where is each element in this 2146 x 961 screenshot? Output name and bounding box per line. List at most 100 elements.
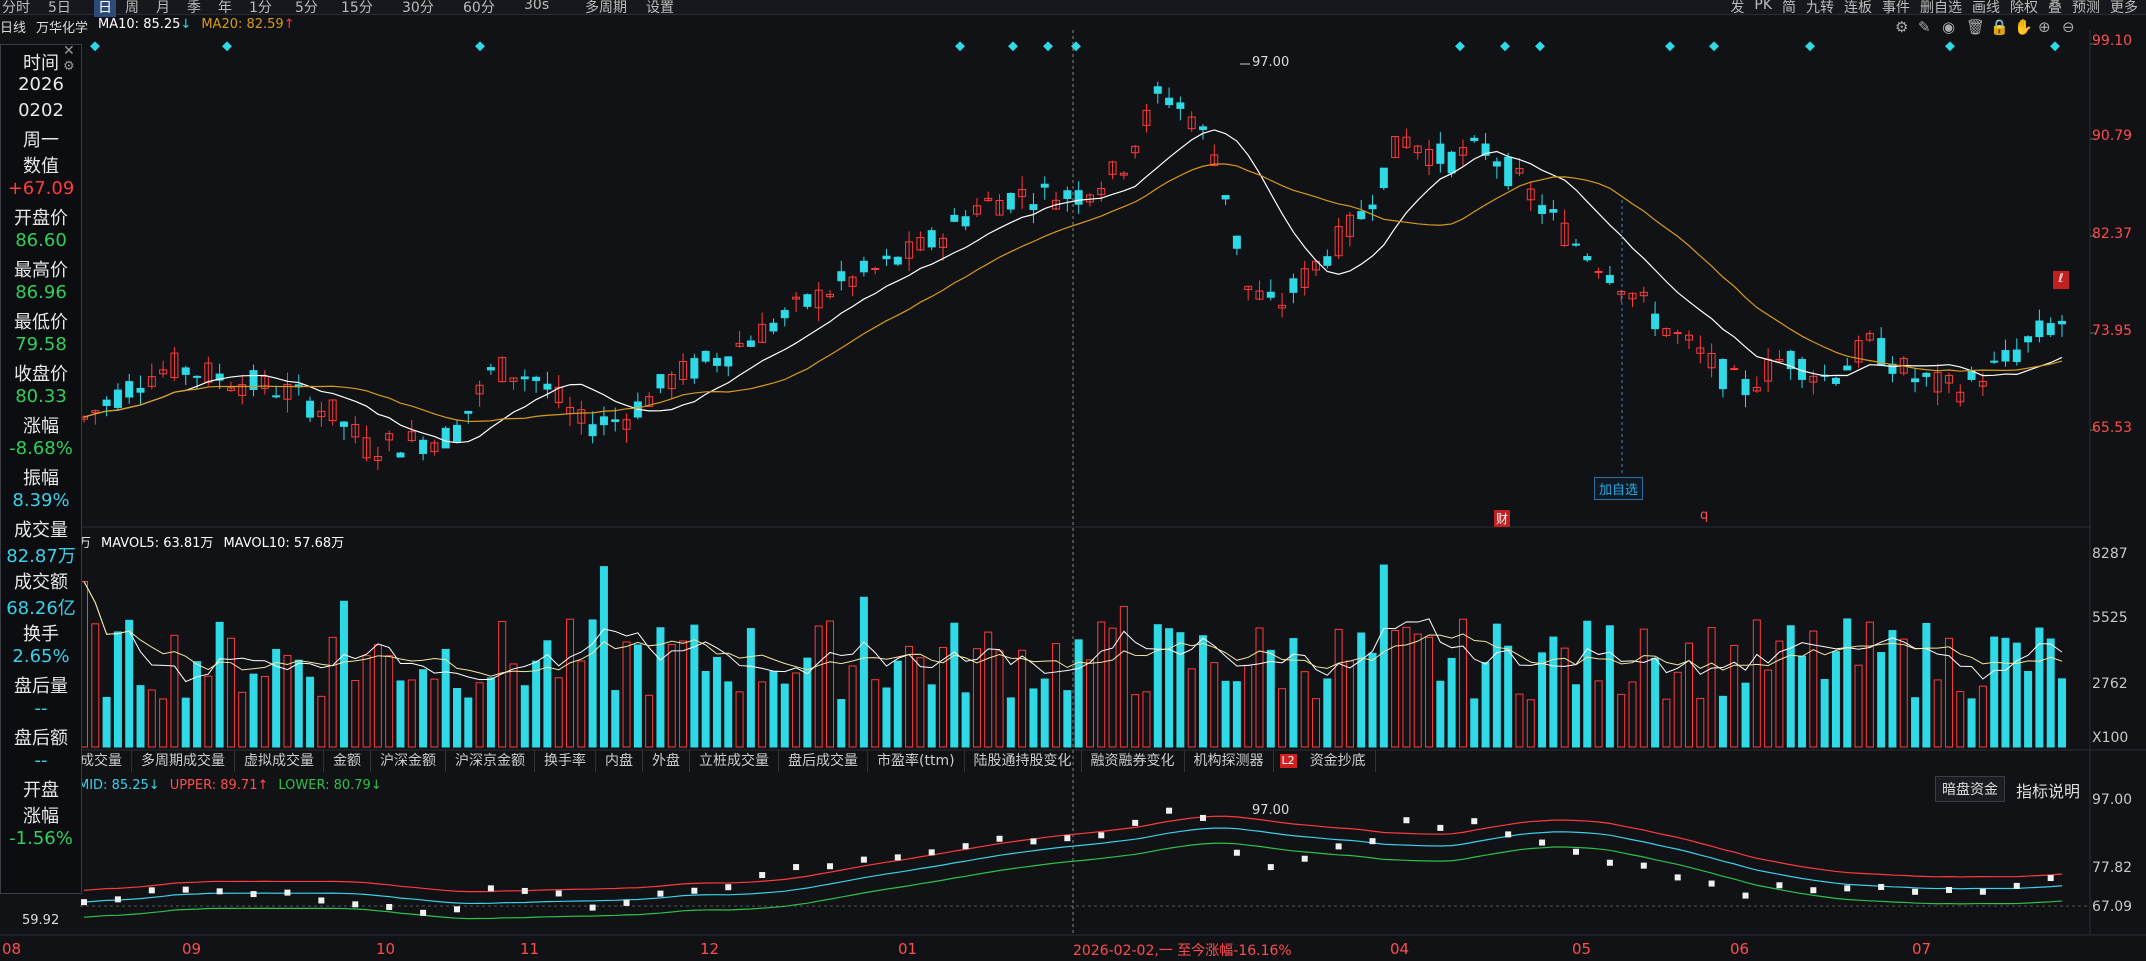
period-tab[interactable]: 5分	[295, 0, 318, 16]
boll-price-marker	[1674, 874, 1681, 881]
toolbar-button[interactable]: 连板	[1844, 0, 1872, 16]
period-tab[interactable]: 15分	[341, 0, 373, 16]
period-tab[interactable]: 1分	[249, 0, 272, 16]
period-tab[interactable]: 30分	[402, 0, 434, 16]
volume-bar	[950, 622, 959, 748]
period-tab[interactable]: 年	[218, 0, 232, 16]
volume-bar	[1651, 657, 1660, 748]
period-tab[interactable]: 30s	[524, 0, 550, 13]
boll-legend: MID: 85.25↓ UPPER: 89.71↑ LOWER: 80.79↓	[78, 778, 382, 793]
boll-price-marker	[250, 891, 257, 898]
period-tab[interactable]: 月	[156, 0, 170, 16]
volume-bar	[2058, 678, 2066, 748]
indicator-tab[interactable]: 虚拟成交量	[235, 750, 324, 772]
candle-body	[893, 256, 902, 265]
boll-price-marker	[555, 890, 562, 897]
draw-tool-icon[interactable]: ℓ	[2053, 271, 2069, 289]
toolbar-button[interactable]: PK	[1754, 0, 1772, 13]
period-tab[interactable]: 日	[94, 0, 116, 17]
volume-value: 82.87万	[6, 546, 76, 567]
indicator-tab[interactable]: 资金抄底	[1301, 750, 1376, 772]
indicator-tab[interactable]: 外盘	[643, 750, 690, 772]
gear-icon[interactable]: ⚙	[63, 59, 75, 74]
candle-body	[1357, 211, 1366, 220]
candle-body	[1696, 347, 1705, 354]
toolbar-button[interactable]: 除权	[2010, 0, 2038, 16]
period-tab[interactable]: 季	[187, 0, 201, 16]
volume-bar	[317, 695, 326, 748]
toolbar-button[interactable]: 更多	[2110, 0, 2138, 16]
volume-bar	[1662, 698, 1671, 748]
indicator-tab[interactable]: 沪深金额	[371, 750, 446, 772]
indicator-tab[interactable]: 陆股通持股变化	[965, 750, 1082, 772]
candle-body	[1074, 190, 1083, 205]
pen-icon[interactable]: ✎	[1918, 18, 1931, 36]
ma20-line	[83, 163, 2063, 423]
candle-body	[871, 268, 880, 271]
indicator-tab[interactable]: 多周期成交量	[132, 750, 235, 772]
ma10-label: MA10: 85.25↓	[98, 17, 192, 32]
toolbar-button[interactable]: 简	[1782, 0, 1796, 16]
candle-body	[1978, 380, 1987, 387]
toolbar-button[interactable]: 删自选	[1920, 0, 1962, 16]
candle-body	[373, 456, 382, 461]
lock-icon[interactable]: 🔒	[1990, 18, 2009, 36]
candle-body	[1933, 371, 1942, 393]
eye-icon[interactable]: ◉	[1942, 18, 1956, 36]
q-event-marker[interactable]: q	[1700, 508, 1709, 523]
dark-pool-button[interactable]: 暗盘资金	[1935, 776, 2005, 802]
period-tab[interactable]: 多周期	[585, 0, 627, 16]
indicator-tab[interactable]: 融资融券变化	[1082, 750, 1185, 772]
finance-event-badge[interactable]: 财	[1494, 510, 1511, 527]
indicator-tab[interactable]: 机构探测器	[1185, 750, 1274, 772]
zoom-in-icon[interactable]: ⊕	[2038, 18, 2051, 36]
volume-bar	[1707, 627, 1716, 748]
indicator-tab[interactable]: 成交量	[0, 750, 132, 772]
boll-price-marker	[894, 854, 901, 861]
volume-bar	[1085, 659, 1094, 748]
toolbar-button[interactable]: 画线	[1972, 0, 2000, 16]
volume-bar	[328, 636, 337, 748]
toolbar-button[interactable]: 预测	[2072, 0, 2100, 16]
close-label: 收盘价	[14, 364, 68, 385]
period-tab[interactable]: 周	[125, 0, 139, 16]
indicator-tab[interactable]: 内盘	[596, 750, 643, 772]
hand-icon[interactable]: ✋	[2014, 18, 2033, 36]
indicator-tabs: 成交量 多周期成交量 虚拟成交量 金额 沪深金额 沪深京金额 换手率 内盘 外盘 立桩成交量 盘后成…	[0, 750, 1376, 772]
indicator-tab[interactable]: 金额	[324, 750, 371, 772]
candle-body	[656, 374, 665, 389]
settings-icon[interactable]: ⚙	[1895, 18, 1909, 36]
close-icon[interactable]: ✕	[63, 43, 75, 59]
candle-body	[837, 271, 846, 282]
candle-body	[1142, 109, 1151, 126]
period-tab[interactable]: 60分	[463, 0, 495, 16]
boll-price-marker	[216, 888, 223, 895]
indicator-tab[interactable]: 立桩成交量	[690, 750, 779, 772]
trash-icon[interactable]: 🗑	[1966, 18, 1986, 36]
candle-body	[2035, 320, 2044, 338]
indicator-tab[interactable]: 市盈率(ttm)	[868, 750, 965, 772]
volume-bar	[1820, 679, 1829, 748]
candle-body	[1707, 352, 1716, 369]
add-watchlist-button[interactable]: 加自选	[1594, 477, 1644, 500]
after-amount-value: --	[34, 750, 48, 771]
period-tab[interactable]: 设置	[646, 0, 674, 16]
indicator-tab[interactable]: 沪深京金额	[446, 750, 535, 772]
volume-bar	[1831, 651, 1840, 748]
open-change-value: -1.56%	[9, 828, 73, 849]
toolbar-button[interactable]: 事件	[1882, 0, 1910, 16]
volume-bar	[1244, 664, 1253, 748]
indicator-tab[interactable]: 盘后成交量	[779, 750, 868, 772]
indicator-tab[interactable]: 换手率	[535, 750, 596, 772]
toolbar-button[interactable]: 叠	[2048, 0, 2062, 16]
toolbar-button[interactable]: 发	[1730, 0, 1745, 16]
zoom-out-icon[interactable]: ⊖	[2062, 18, 2075, 36]
period-tab[interactable]: 分时	[2, 0, 30, 16]
period-tab[interactable]: 5日	[48, 0, 71, 16]
candle-body	[2012, 349, 2021, 362]
indicator-help-button[interactable]: 指标说明	[2016, 782, 2081, 801]
volume-bar	[2001, 637, 2010, 748]
toolbar-button[interactable]: 九转	[1806, 0, 1834, 16]
volume-bar	[1944, 637, 1953, 748]
